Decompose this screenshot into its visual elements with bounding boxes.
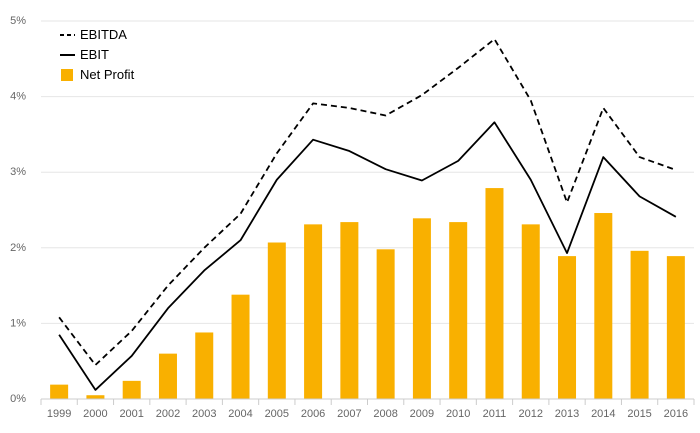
- y-axis: 0% 1% 2% 3% 4% 5%: [10, 15, 26, 405]
- x-tick-label: 2009: [410, 408, 434, 420]
- y-tick-label: 4%: [10, 91, 26, 103]
- line-series: [58, 38, 677, 391]
- x-tick-label: 2004: [228, 408, 252, 420]
- x-tick-label: 2012: [519, 408, 543, 420]
- bar-series: [50, 188, 685, 399]
- gridlines: [41, 20, 694, 324]
- bar: [558, 256, 577, 399]
- y-tick-label: 2%: [10, 242, 26, 254]
- x-tick-label: 2011: [483, 408, 507, 420]
- bar: [521, 224, 540, 399]
- bar: [195, 332, 214, 399]
- x-tick-label: 2002: [156, 408, 180, 420]
- x-tick-label: 2006: [301, 408, 325, 420]
- x-axis: 1999 2000 2001 2002 2003 2004 2005 2006 2007 2008…: [40, 398, 695, 420]
- x-tick-label: 2003: [192, 408, 216, 420]
- y-tick-label: 0%: [10, 393, 26, 405]
- y-tick-label: 3%: [10, 166, 26, 178]
- y-tick-label: 1%: [10, 317, 26, 329]
- series-line-ebitda: [58, 38, 677, 366]
- legend-label: Net Profit: [80, 67, 135, 82]
- bar: [594, 213, 613, 399]
- x-tick-label: 2013: [555, 408, 579, 420]
- x-tick-label: 2014: [591, 408, 615, 420]
- bar: [86, 395, 105, 399]
- bar: [231, 294, 250, 399]
- legend-swatch: [61, 69, 73, 81]
- x-tick-label: 2015: [627, 408, 651, 420]
- bar: [376, 249, 395, 399]
- x-tick-label: 1999: [47, 408, 71, 420]
- bar: [449, 222, 468, 399]
- bar: [50, 384, 69, 399]
- x-tick-label: 2008: [373, 408, 397, 420]
- bar: [304, 224, 323, 399]
- bar: [158, 353, 177, 399]
- bar: [267, 242, 286, 399]
- y-tick-label: 5%: [10, 15, 26, 27]
- bar: [630, 250, 649, 399]
- x-tick-label: 2001: [119, 408, 143, 420]
- x-tick-label: 2005: [265, 408, 289, 420]
- bar: [666, 256, 685, 399]
- legend-label: EBITDA: [80, 27, 127, 42]
- x-tick-label: 2010: [446, 408, 470, 420]
- bar: [412, 218, 431, 399]
- x-tick-label: 2007: [337, 408, 361, 420]
- x-tick-label: 2000: [83, 408, 107, 420]
- x-tick-label: 2016: [664, 408, 688, 420]
- bar: [485, 188, 504, 399]
- bar: [122, 380, 141, 399]
- bar: [340, 222, 359, 399]
- legend-label: EBIT: [80, 47, 109, 62]
- legend: EBITDA EBIT Net Profit: [60, 27, 135, 82]
- series-line-ebit: [58, 121, 677, 391]
